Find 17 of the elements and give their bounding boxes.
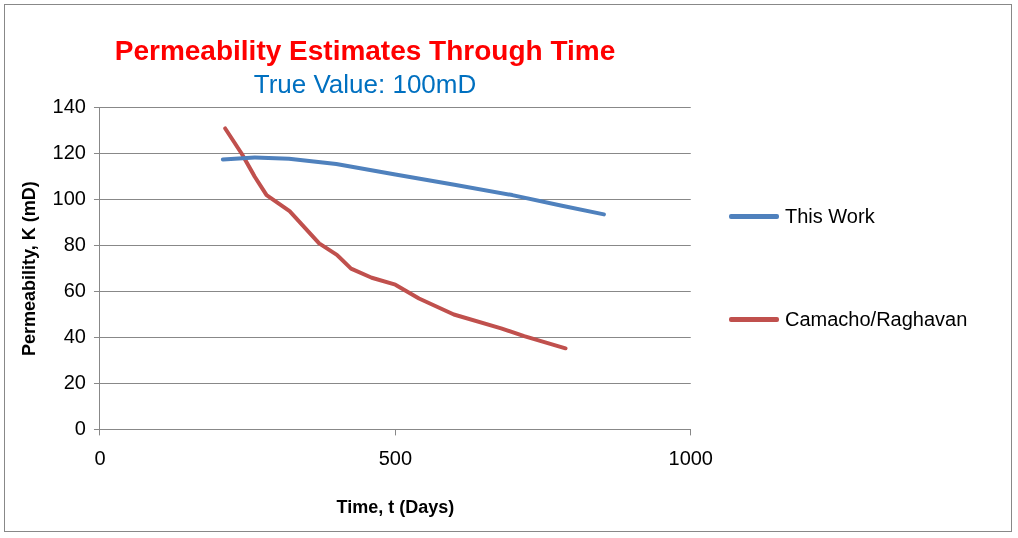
y-tick-label: 140 [52,95,86,118]
chart-subtitle: True Value: 100mD [253,69,477,100]
y-tick-label: 120 [52,141,86,164]
y-tick-label: 80 [63,233,86,256]
y-tick-label: 60 [63,279,86,302]
x-tick-label: 0 [94,446,106,469]
legend-label: Camacho/Raghavan [785,308,968,331]
y-tick-label: 0 [74,416,86,439]
x-tick-label: 500 [378,446,413,469]
y-tick-label: 40 [63,325,86,348]
y-tick-label: 100 [52,187,86,210]
y-axis-title: Permeability, K (mD) [18,181,39,356]
x-axis-title: Time, t (Days) [336,497,455,518]
x-tick-label: 1000 [668,446,713,469]
chart-title: Permeability Estimates Through Time [114,34,616,66]
legend-label: This Work [785,205,875,228]
y-tick-label: 20 [63,370,86,393]
